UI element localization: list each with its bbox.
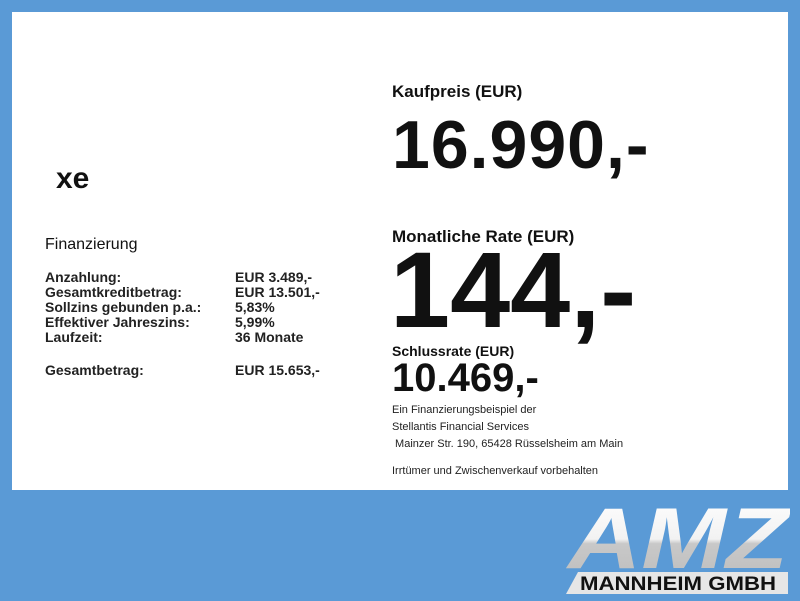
info-panel	[12, 12, 788, 490]
row-value: EUR 3.489,-	[235, 269, 313, 285]
table-row: Effektiver Jahreszins: 5,99%	[45, 315, 320, 330]
financing-table: Anzahlung: EUR 3.489,- Gesamtkreditbetrag…	[45, 270, 320, 378]
svg-text:AMZ: AMZ	[566, 494, 790, 587]
row-value: 5,83%	[235, 299, 275, 315]
row-value: EUR 15.653,-	[235, 362, 320, 378]
row-value: 5,99%	[235, 314, 275, 330]
monthly-rate-value: 144,-	[390, 229, 637, 350]
row-value: EUR 13.501,-	[235, 284, 320, 300]
row-label: Sollzins gebunden p.a.:	[45, 299, 202, 315]
monthly-rate-label: Monatliche Rate (EUR)	[392, 227, 575, 246]
row-label: Laufzeit:	[45, 329, 103, 345]
table-row: Sollzins gebunden p.a.: 5,83%	[45, 300, 320, 315]
model-name: xe	[56, 162, 90, 195]
row-label: Gesamtkreditbetrag:	[45, 284, 182, 300]
table-row: Anzahlung: EUR 3.489,-	[45, 270, 320, 285]
row-value: 36 Monate	[235, 329, 304, 345]
table-row: Laufzeit: 36 Monate	[45, 330, 320, 345]
total-row: Gesamtbetrag: EUR 15.653,-	[45, 363, 320, 378]
disclaimer: Irrtümer und Zwischenverkauf vorbehalten	[392, 465, 599, 477]
svg-text:MANNHEIM GMBH: MANNHEIM GMBH	[580, 574, 776, 595]
note-line: Stellantis Financial Services	[392, 421, 529, 433]
row-label: Gesamtbetrag:	[45, 362, 144, 378]
row-label: Effektiver Jahreszins:	[45, 314, 190, 330]
row-label: Anzahlung:	[45, 269, 122, 285]
final-rate-label: Schlussrate (EUR)	[392, 343, 515, 359]
financing-title: Finanzierung	[45, 236, 138, 253]
price-value: 16.990,-	[392, 107, 650, 183]
table-row: Gesamtkreditbetrag: EUR 13.501,-	[45, 285, 320, 300]
price-label: Kaufpreis (EUR)	[392, 82, 523, 101]
note-line: Ein Finanzierungsbeispiel der	[392, 404, 537, 416]
note-line: Mainzer Str. 190, 65428 Rüsselsheim am M…	[392, 438, 624, 450]
final-rate-value: 10.469,-	[392, 356, 539, 400]
amz-logo: AMZ MANNHEIM GMBH	[566, 494, 790, 595]
